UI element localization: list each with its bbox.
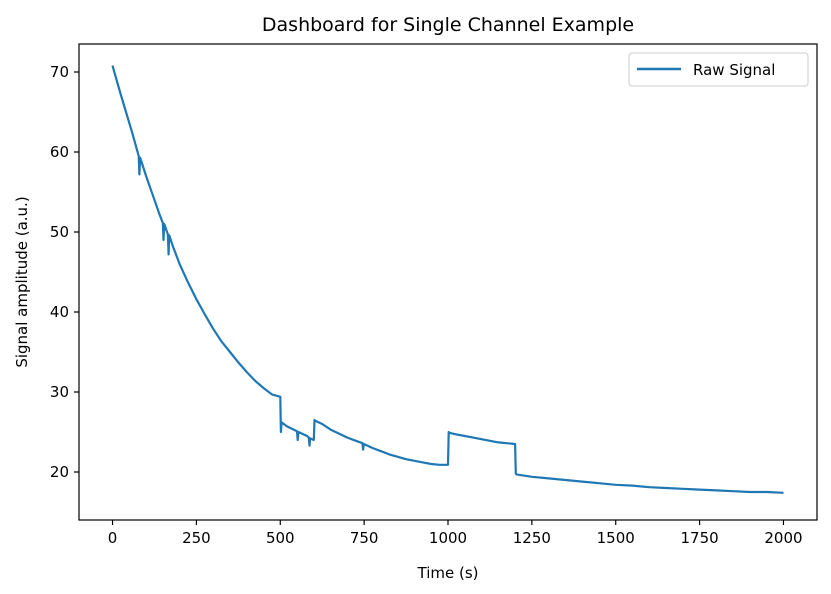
legend-label: Raw Signal (693, 61, 775, 79)
x-tick-label: 1750 (680, 529, 718, 547)
series-layer (111, 65, 784, 494)
y-tick-label: 60 (50, 143, 69, 161)
x-tick-label: 1500 (597, 529, 635, 547)
x-tick-label: 250 (182, 529, 211, 547)
y-tick-label: 20 (50, 463, 69, 481)
chart-title: Dashboard for Single Channel Example (262, 14, 634, 36)
y-tick-label: 70 (50, 63, 69, 81)
y-tick-label: 50 (50, 223, 69, 241)
y-tick-label: 30 (50, 383, 69, 401)
legend: Raw Signal (628, 52, 809, 87)
x-axis-label: Time (s) (417, 564, 479, 582)
x-tick-label: 750 (350, 529, 379, 547)
y-axis-label: Signal amplitude (a.u.) (13, 196, 31, 367)
x-tick-label: 0 (108, 529, 118, 547)
x-tick-label: 500 (266, 529, 295, 547)
x-tick-label: 1000 (429, 529, 467, 547)
x-tick-label: 1250 (513, 529, 551, 547)
legend-box (628, 52, 809, 87)
y-tick-label: 40 (50, 303, 69, 321)
series-line-raw-signal (111, 65, 784, 494)
x-axis: 0 250 500 750 1000 1250 1500 1750 2000 (108, 520, 803, 547)
y-axis: 20 30 40 50 60 70 (50, 63, 79, 481)
x-tick-label: 2000 (764, 529, 802, 547)
